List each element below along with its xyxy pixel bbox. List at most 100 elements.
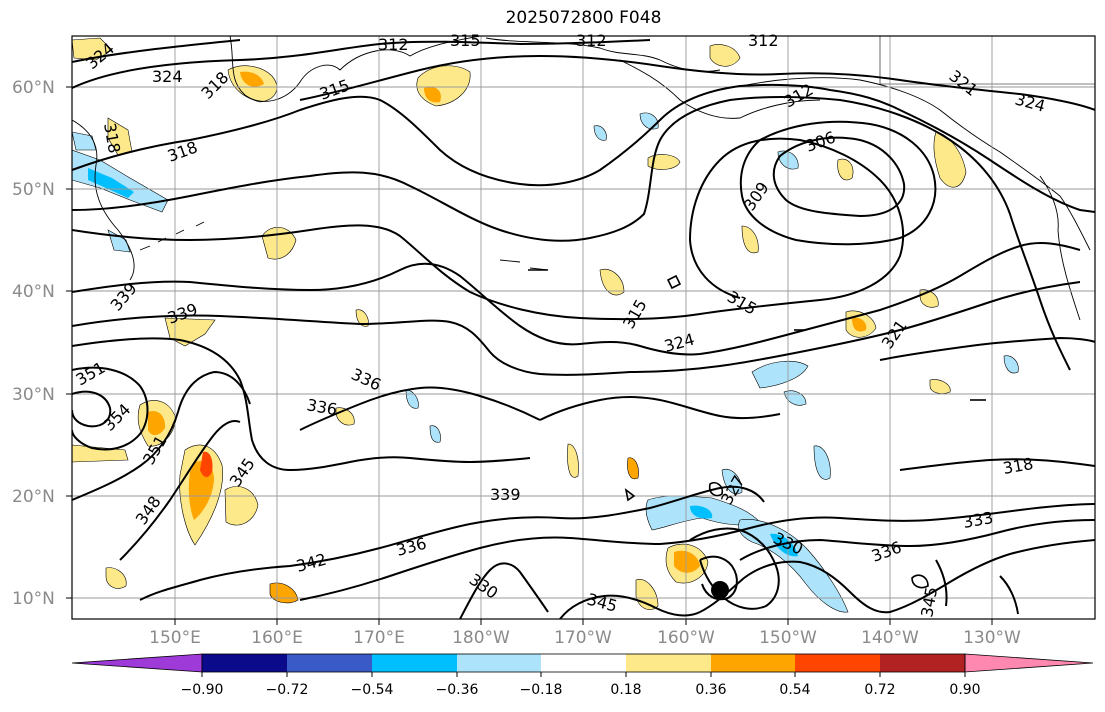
positive-field-strong bbox=[240, 71, 264, 87]
colorbar-tick-label: 0.18 bbox=[610, 682, 641, 698]
contour-line bbox=[772, 136, 906, 218]
negative-field bbox=[813, 445, 831, 480]
contour-line bbox=[72, 366, 149, 451]
colorbar-segment bbox=[880, 654, 965, 672]
contour-line bbox=[539, 396, 781, 421]
axis-ticks bbox=[66, 86, 993, 625]
colorbar-tick-label: −0.54 bbox=[351, 682, 394, 698]
contour-line bbox=[119, 420, 241, 561]
lat-label: 30°N bbox=[12, 385, 55, 405]
negative-field bbox=[751, 360, 809, 389]
lon-label: 170°E bbox=[353, 628, 405, 648]
contour-line bbox=[911, 574, 929, 589]
positive-field bbox=[627, 457, 639, 480]
lon-label: 170°W bbox=[554, 628, 612, 648]
contour-line bbox=[699, 539, 1095, 614]
colorbar-extend-min bbox=[71, 653, 203, 673]
positive-field bbox=[837, 158, 854, 181]
positive-field bbox=[599, 268, 625, 296]
colorbar-outline bbox=[201, 653, 966, 673]
coastline bbox=[229, 36, 481, 102]
contour-line bbox=[666, 274, 682, 290]
small-contours bbox=[528, 269, 986, 589]
coastline bbox=[1039, 175, 1081, 321]
map-area bbox=[72, 36, 1095, 619]
colorbar-tick-labels: −0.90 −0.72 −0.54 −0.36 −0.18 0.18 0.36 … bbox=[181, 682, 981, 698]
contour-line bbox=[72, 390, 112, 428]
colorbar: −0.90 −0.72 −0.54 −0.36 −0.18 0.18 0.36 … bbox=[71, 653, 1094, 698]
contour-line bbox=[739, 519, 1095, 561]
colorbar-tick-label: 0.36 bbox=[695, 682, 726, 698]
colorbar-tick-label: 0.90 bbox=[949, 682, 980, 698]
lon-label: 150°W bbox=[759, 628, 817, 648]
negative-field-strong bbox=[88, 168, 134, 198]
contour-label: 324 bbox=[152, 67, 183, 86]
negative-field-strong bbox=[770, 533, 798, 557]
contour-label: 312 bbox=[748, 31, 779, 50]
negative-field bbox=[1003, 355, 1019, 374]
latitude-labels: 60°N 50°N 40°N 30°N 20°N 10°N bbox=[12, 78, 55, 609]
positive-field bbox=[567, 443, 579, 478]
contour-line bbox=[139, 485, 765, 601]
contour-label: 312 bbox=[576, 31, 607, 50]
colorbar-segment bbox=[541, 654, 626, 672]
colorbar-tick-label: −0.18 bbox=[520, 682, 563, 698]
contour-label: 315 bbox=[450, 31, 481, 50]
positive-field bbox=[929, 379, 951, 394]
contour-line bbox=[739, 120, 937, 246]
colorbar-segment bbox=[457, 654, 541, 672]
lon-label: 140°W bbox=[861, 628, 919, 648]
colorbar-segment bbox=[626, 654, 711, 672]
positive-field-strong bbox=[852, 317, 867, 332]
contour-label: 312 bbox=[378, 35, 409, 54]
colorbar-segment bbox=[287, 654, 372, 672]
positive-field-max bbox=[200, 451, 213, 478]
colorbar-tick-label: 0.54 bbox=[779, 682, 810, 698]
positive-field bbox=[741, 225, 759, 254]
positive-field bbox=[355, 309, 369, 327]
contour-line bbox=[459, 562, 701, 619]
lon-label: 150°E bbox=[149, 628, 201, 648]
map-title: 2025072800 F048 bbox=[505, 8, 662, 28]
positive-field-strong bbox=[424, 86, 441, 103]
lat-label: 60°N bbox=[12, 78, 55, 98]
lat-label: 10°N bbox=[12, 589, 55, 609]
lon-label: 180°W bbox=[452, 628, 510, 648]
graticule bbox=[72, 36, 1095, 619]
storm-center-marker bbox=[711, 581, 729, 599]
colorbar-tick-label: −0.36 bbox=[436, 682, 479, 698]
contour-line bbox=[72, 39, 1095, 111]
contour-line bbox=[879, 336, 1095, 361]
lat-label: 20°N bbox=[12, 487, 55, 507]
contour-line bbox=[72, 281, 1081, 376]
positive-field-strong bbox=[674, 550, 700, 573]
contour-line bbox=[708, 481, 724, 497]
lon-label: 160°E bbox=[251, 628, 303, 648]
colorbar-extend-max bbox=[964, 653, 1094, 673]
contour-line bbox=[624, 488, 636, 502]
coastline bbox=[719, 77, 1091, 251]
negative-field bbox=[738, 519, 849, 613]
positive-field bbox=[105, 567, 127, 589]
contour-line bbox=[72, 137, 904, 321]
negative-field bbox=[593, 125, 607, 141]
longitude-labels: 150°E 160°E 170°E 180°W 170°W 160°W 150°… bbox=[149, 628, 1021, 648]
contour-line bbox=[699, 555, 738, 601]
contour-line bbox=[72, 242, 1081, 356]
contour-line bbox=[72, 39, 651, 89]
colorbar-segment bbox=[795, 654, 880, 672]
contour-line bbox=[72, 370, 251, 501]
contour-line bbox=[72, 337, 531, 472]
contour-line bbox=[899, 458, 1095, 471]
positive-field bbox=[72, 37, 113, 61]
map-background bbox=[72, 36, 1095, 619]
lon-label: 130°W bbox=[963, 628, 1021, 648]
contour-line bbox=[935, 559, 1019, 615]
coastline bbox=[619, 59, 821, 119]
coastline bbox=[72, 119, 135, 281]
contours bbox=[72, 39, 1095, 619]
contour-line bbox=[72, 83, 1095, 213]
colorbar-segment bbox=[711, 654, 795, 672]
lat-label: 40°N bbox=[12, 282, 55, 302]
